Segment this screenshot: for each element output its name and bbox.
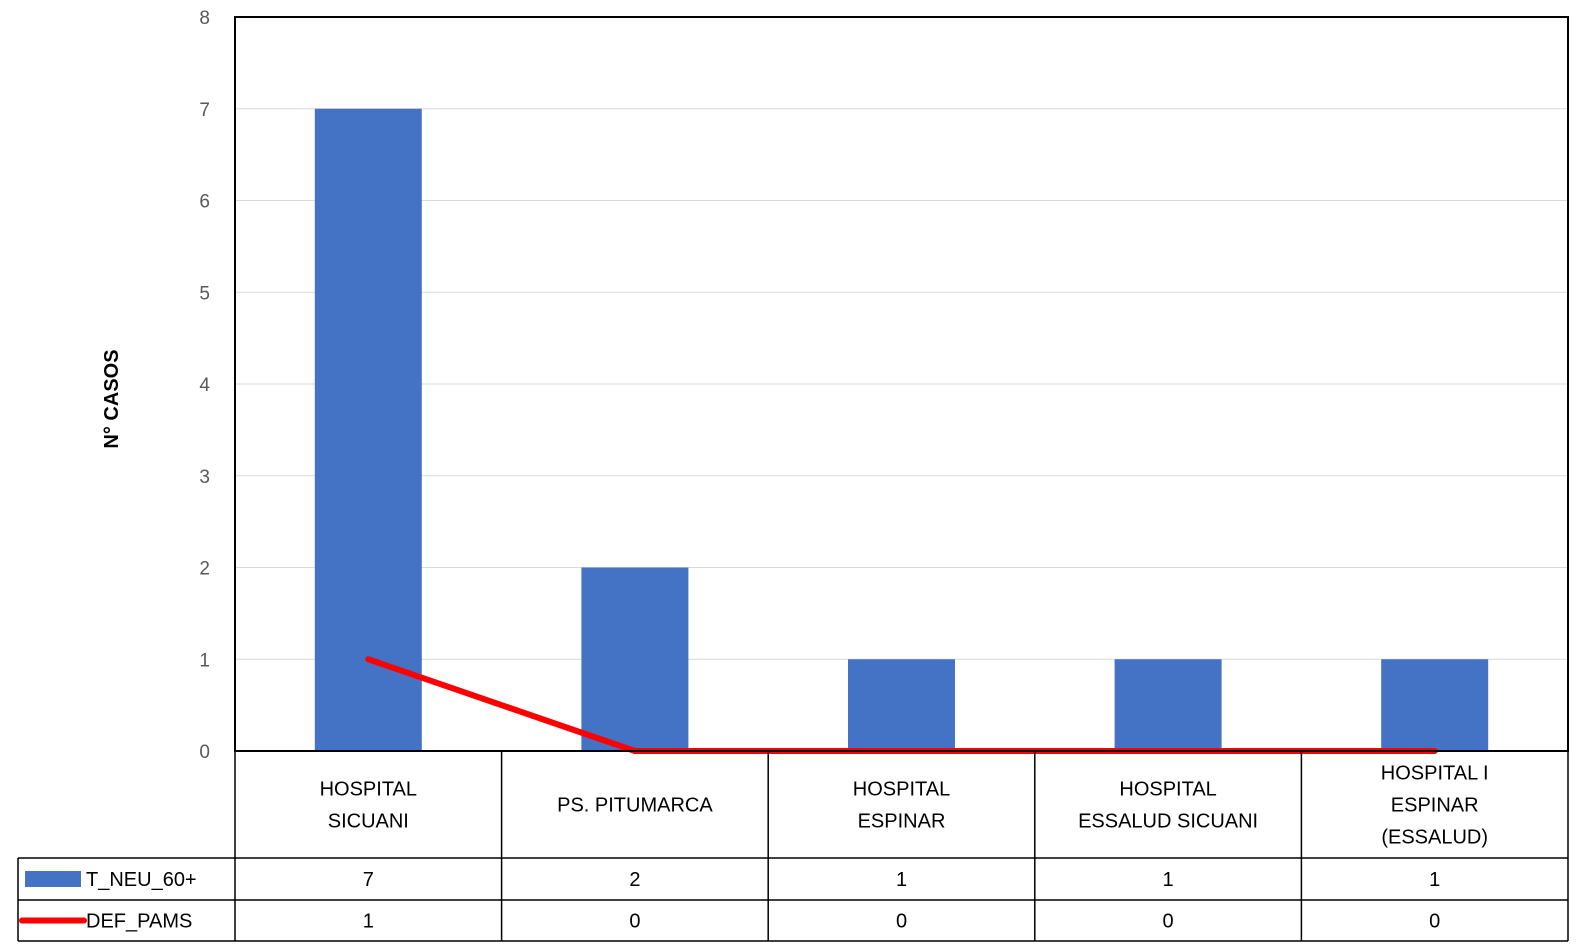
data-table-cell: 0 (1163, 911, 1174, 933)
y-tick-label: 5 (199, 283, 210, 304)
bar (1381, 659, 1489, 751)
data-table-cell: 2 (629, 869, 640, 891)
category-label: SICUANI (328, 811, 409, 833)
legend-key-bar (25, 871, 81, 887)
data-table-cell: 1 (1163, 869, 1174, 891)
category-label: (ESSALUD) (1381, 827, 1488, 849)
data-table-cell: 0 (1429, 911, 1440, 933)
data-table-cell: 1 (896, 869, 907, 891)
category-label: ESPINAR (858, 811, 946, 833)
bar (581, 567, 689, 751)
y-tick-label: 0 (199, 742, 210, 763)
category-label: HOSPITAL (853, 779, 950, 801)
data-table-cell: 1 (1429, 869, 1440, 891)
y-tick-label: 6 (199, 192, 210, 213)
bar (848, 659, 955, 751)
category-label: HOSPITAL I (1381, 763, 1489, 785)
y-tick-label: 8 (199, 8, 210, 29)
bar (314, 108, 422, 751)
legend-label: DEF_PAMS (86, 911, 192, 933)
legend-label: T_NEU_60+ (86, 869, 197, 891)
y-tick-label: 7 (199, 100, 210, 121)
y-tick-label: 3 (199, 467, 210, 488)
y-tick-label: 1 (199, 650, 210, 671)
category-label: HOSPITAL (320, 779, 417, 801)
plot-area-border (234, 16, 1569, 752)
y-tick-label: 4 (199, 375, 210, 396)
y-tick-label: 2 (199, 559, 210, 580)
category-label: HOSPITAL (1119, 779, 1216, 801)
category-label: ESPINAR (1391, 795, 1479, 817)
data-table-cell: 1 (363, 911, 374, 933)
data-table-cell: 0 (896, 911, 907, 933)
bar (1114, 659, 1222, 751)
data-table-cell: 0 (629, 911, 640, 933)
y-axis-label: N° CASOS (101, 349, 123, 448)
category-label: PS. PITUMARCA (557, 795, 713, 817)
category-label: ESSALUD SICUANI (1078, 811, 1258, 833)
data-table-cell: 7 (363, 869, 374, 891)
